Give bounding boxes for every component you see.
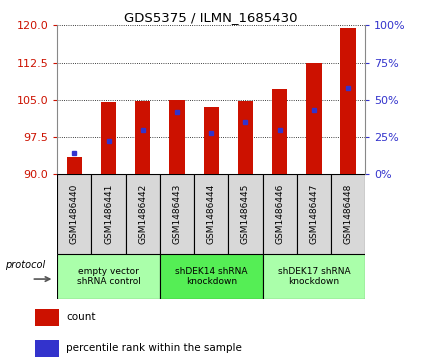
Text: shDEK17 shRNA
knockdown: shDEK17 shRNA knockdown (278, 267, 350, 286)
Bar (57, 254, 160, 299)
Text: GSM1486442: GSM1486442 (138, 184, 147, 244)
Title: GDS5375 / ILMN_1685430: GDS5375 / ILMN_1685430 (125, 11, 298, 24)
Bar (306, 62, 322, 174)
Text: empty vector
shRNA control: empty vector shRNA control (77, 267, 140, 286)
Text: GSM1486443: GSM1486443 (172, 184, 181, 244)
Bar (35, 309, 59, 326)
Bar (66, 157, 82, 174)
Bar (126, 174, 160, 254)
Text: GSM1486441: GSM1486441 (104, 184, 113, 244)
Bar (57, 174, 92, 254)
Bar (169, 100, 185, 174)
Text: GSM1486444: GSM1486444 (207, 184, 216, 244)
Text: count: count (66, 312, 95, 322)
Bar (238, 101, 253, 174)
Bar (194, 174, 228, 254)
Bar (35, 339, 59, 357)
Bar (92, 174, 126, 254)
Bar (263, 254, 365, 299)
Bar (263, 174, 297, 254)
Text: percentile rank within the sample: percentile rank within the sample (66, 343, 242, 353)
Text: shDEK14 shRNA
knockdown: shDEK14 shRNA knockdown (175, 267, 247, 286)
Bar (341, 28, 356, 174)
Text: protocol: protocol (4, 260, 45, 270)
Bar (160, 174, 194, 254)
Text: GSM1486447: GSM1486447 (309, 184, 319, 244)
Text: GSM1486440: GSM1486440 (70, 184, 79, 244)
Text: GSM1486445: GSM1486445 (241, 184, 250, 244)
Bar (297, 174, 331, 254)
Text: GSM1486448: GSM1486448 (344, 184, 352, 244)
Bar (135, 101, 150, 174)
Bar (228, 174, 263, 254)
Bar (204, 107, 219, 174)
Text: GSM1486446: GSM1486446 (275, 184, 284, 244)
Bar (101, 102, 116, 174)
Bar (272, 89, 287, 174)
Bar (331, 174, 365, 254)
Bar (160, 254, 263, 299)
